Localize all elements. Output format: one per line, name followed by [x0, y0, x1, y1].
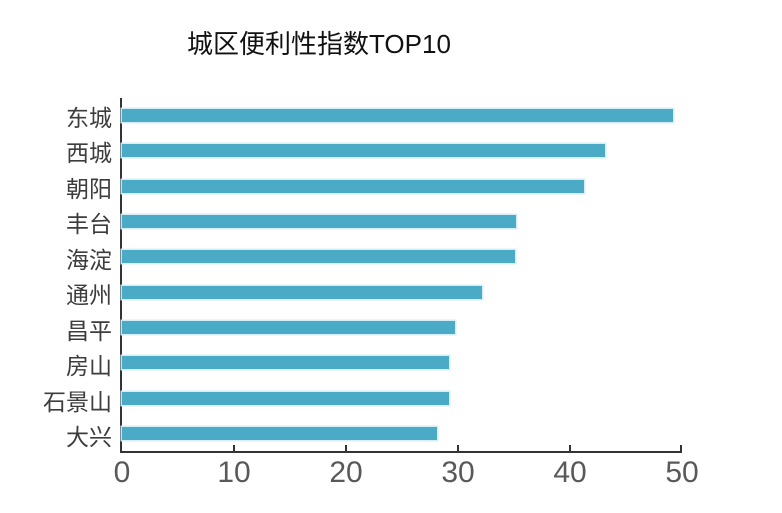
- bar-row: [122, 133, 680, 168]
- x-tick-label: 40: [553, 456, 587, 489]
- bar: [122, 144, 606, 158]
- bar-row: [122, 310, 680, 345]
- bar: [122, 250, 515, 264]
- bar: [122, 391, 449, 405]
- y-axis-labels: 东城西城朝阳丰台海淀通州昌平房山石景山大兴: [0, 98, 112, 453]
- x-tick-mark: [680, 445, 682, 453]
- y-axis-label: 大兴: [66, 424, 112, 451]
- x-axis-tick-labels: 0 10 20 30 40 50: [114, 456, 699, 496]
- x-tick-label: 50: [665, 456, 699, 489]
- bar-row: [122, 169, 680, 204]
- x-tick-label: 20: [329, 456, 363, 489]
- y-axis-label: 昌平: [66, 317, 112, 344]
- y-axis-label: 海淀: [66, 246, 112, 273]
- y-axis-label: 通州: [66, 282, 112, 309]
- y-axis-label: 朝阳: [66, 175, 112, 202]
- y-axis-label: 东城: [66, 104, 112, 131]
- bar: [122, 215, 516, 229]
- y-axis-label: 石景山: [43, 388, 112, 415]
- bar-row: [122, 380, 680, 415]
- bar: [122, 426, 437, 440]
- bar-row: [122, 274, 680, 309]
- bar-row: [122, 204, 680, 239]
- x-tick-label: 0: [113, 456, 131, 489]
- bar: [122, 285, 483, 299]
- chart-title: 城区便利性指数TOP10: [187, 29, 451, 59]
- y-axis-label: 西城: [66, 140, 112, 167]
- bar: [122, 179, 585, 193]
- bar: [122, 320, 455, 334]
- plot-area: [120, 98, 680, 453]
- y-axis-label: 房山: [66, 353, 112, 380]
- x-tick-label: 10: [217, 456, 251, 489]
- bar: [122, 109, 674, 123]
- y-axis-label: 丰台: [66, 211, 112, 238]
- x-tick-label: 30: [441, 456, 475, 489]
- bar-row: [122, 98, 680, 133]
- bar-row: [122, 239, 680, 274]
- bar-row: [122, 416, 680, 451]
- bar: [122, 356, 449, 370]
- bar-row: [122, 345, 680, 380]
